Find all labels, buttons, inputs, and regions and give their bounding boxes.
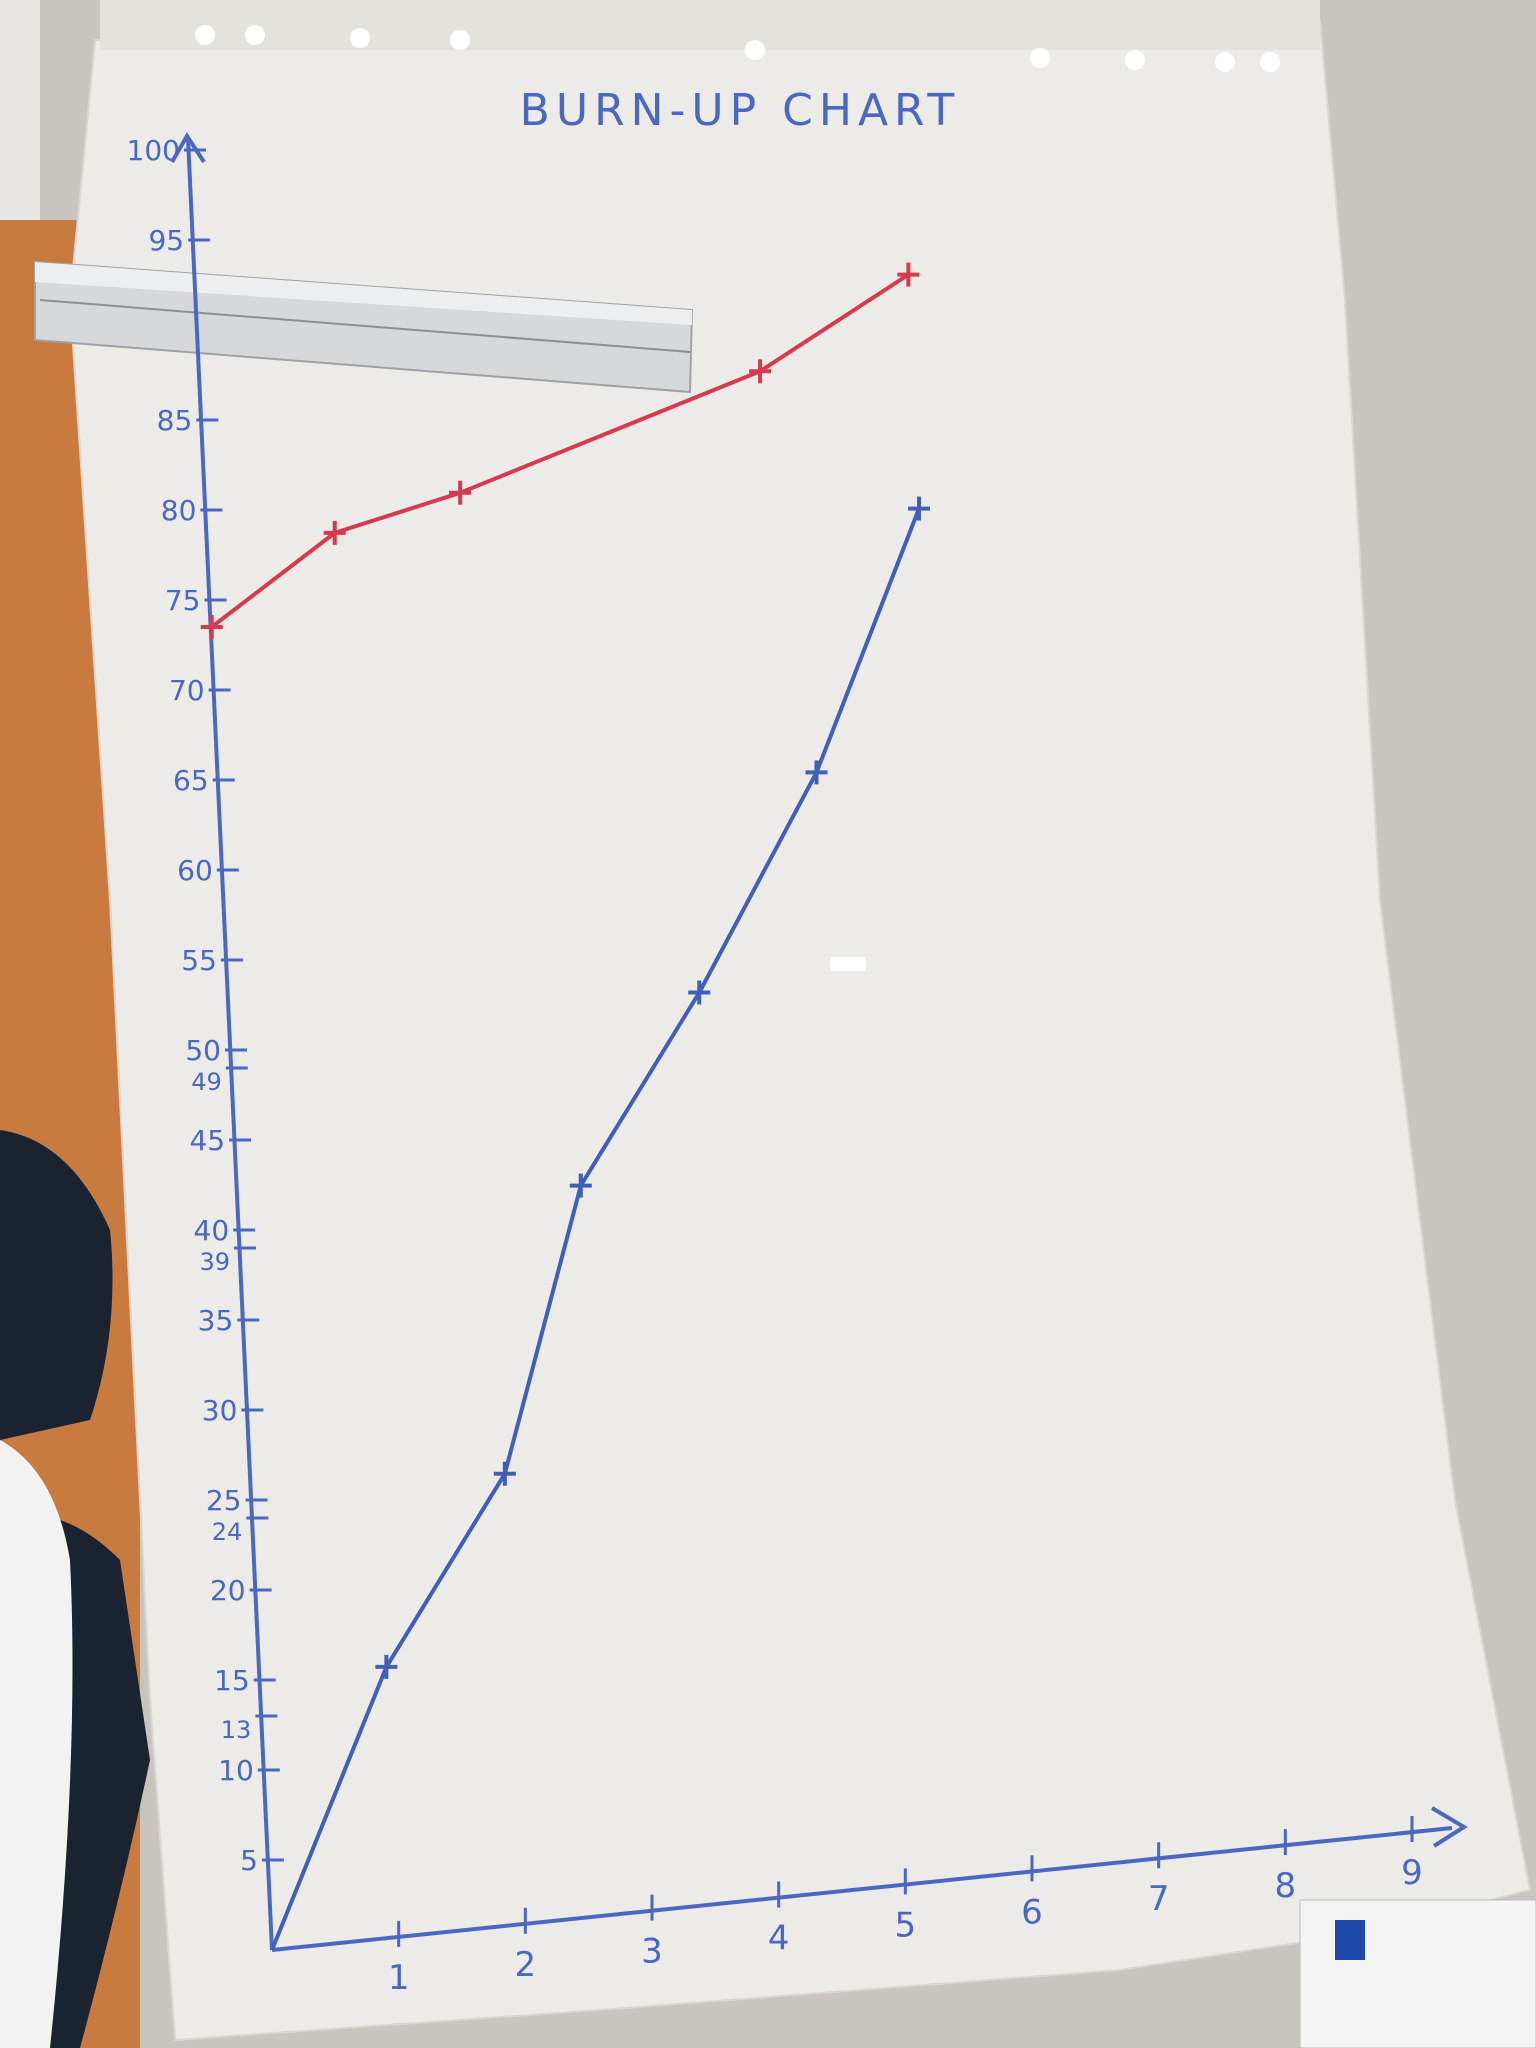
y-tick-label: 25 (206, 1484, 242, 1517)
x-tick-label: 7 (1148, 1879, 1170, 1919)
binding-holes (195, 25, 1280, 72)
device-label (1335, 1920, 1365, 1960)
data-point (569, 1173, 592, 1198)
ruler (34, 260, 694, 394)
chart-title: BURN-UP CHART (520, 85, 961, 136)
data-point (897, 262, 920, 287)
x-tick-label: 3 (641, 1932, 663, 1972)
data-point (375, 1654, 398, 1679)
y-tick-label: 13 (221, 1716, 252, 1744)
y-tick-label: 40 (194, 1214, 230, 1247)
x-axis-arrow (1430, 1806, 1468, 1848)
y-tick-label: 80 (161, 494, 197, 527)
data-point (449, 480, 472, 505)
data-point (688, 980, 711, 1005)
y-tick-label: 95 (148, 224, 184, 257)
person-leg (0, 1130, 113, 1440)
y-tick-label: 39 (199, 1248, 230, 1276)
y-tick-label: 15 (214, 1664, 250, 1697)
y-tick-label: 20 (210, 1574, 246, 1607)
y-tick-label: 49 (191, 1068, 222, 1096)
data-point (493, 1461, 516, 1486)
y-axis-arrow (170, 132, 206, 164)
y-tick-label: 10 (218, 1754, 254, 1787)
y-tick-label: 35 (198, 1304, 234, 1337)
y-tick-label: 50 (185, 1034, 221, 1067)
sticky-scrap (830, 957, 866, 971)
x-tick-label: 9 (1401, 1853, 1423, 1893)
desk-edge (0, 0, 40, 220)
y-tick-label: 5 (240, 1844, 258, 1877)
flipchart-paper (68, 18, 1532, 2042)
x-axis (271, 1826, 1453, 1952)
data-point (805, 760, 828, 785)
y-tick-label: 55 (181, 944, 217, 977)
y-tick-label: 70 (169, 674, 205, 707)
x-tick-label: 6 (1021, 1892, 1043, 1932)
y-tick-label: 24 (212, 1518, 243, 1546)
person-shirt (0, 1440, 73, 2048)
data-point (749, 359, 772, 384)
y-axis (186, 137, 274, 1951)
y-tick-label: 85 (157, 404, 193, 437)
y-tick-label: 75 (165, 584, 201, 617)
x-tick-label: 5 (895, 1905, 917, 1945)
x-tick-label: 2 (515, 1945, 537, 1985)
x-tick-label: 1 (388, 1958, 410, 1998)
y-tick-label: 45 (189, 1124, 225, 1157)
x-tick-label: 8 (1275, 1866, 1297, 1906)
y-tick-label: 30 (202, 1394, 238, 1427)
y-tick-label: 100 (127, 134, 180, 167)
data-point (323, 520, 346, 545)
data-point (200, 615, 223, 639)
y-tick-label: 65 (173, 764, 209, 797)
data-point (908, 496, 931, 521)
y-tick-label: 60 (177, 854, 213, 887)
x-tick-label: 4 (768, 1919, 790, 1959)
paper-binding-strip (100, 0, 1320, 50)
